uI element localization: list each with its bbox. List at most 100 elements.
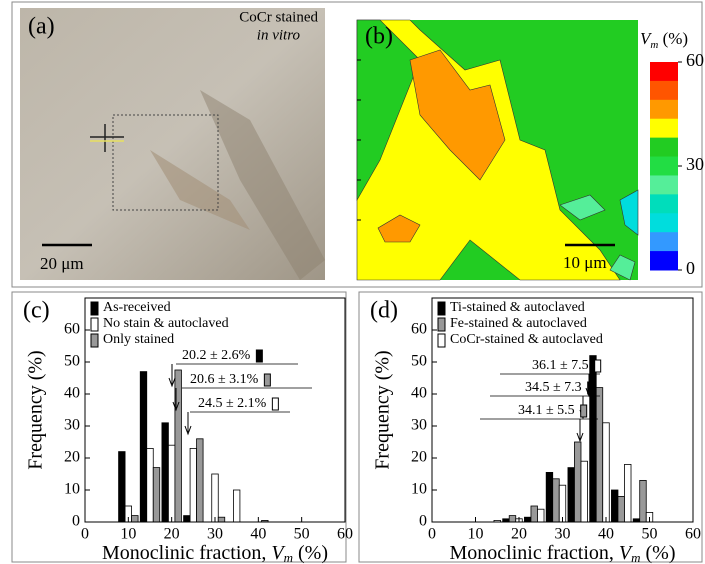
- bar: [574, 441, 582, 523]
- x-axis-label: Monoclinic fraction, Vm (%): [102, 542, 328, 564]
- chart-frame: [358, 291, 703, 563]
- bar: [595, 387, 604, 523]
- bar: [589, 355, 597, 523]
- x-tick-label: 40: [598, 526, 614, 543]
- colorbar-tick-label: 0: [686, 258, 695, 278]
- annotation: 24.5 ± 2.1%: [198, 396, 267, 411]
- bar: [217, 516, 226, 523]
- bar: [524, 516, 532, 523]
- x-tick-label: 40: [250, 526, 266, 543]
- legend-swatch: [437, 333, 446, 348]
- colorbar-band: [650, 194, 678, 214]
- x-tick-label: 0: [81, 526, 89, 543]
- legend-swatch: [437, 317, 446, 332]
- y-tick-label: 50: [411, 353, 427, 370]
- colorbar-band: [650, 156, 678, 176]
- bar: [580, 460, 588, 523]
- bar: [624, 463, 632, 523]
- x-tick-label: 60: [685, 526, 701, 543]
- x-tick-label: 20: [511, 526, 527, 543]
- y-tick-label: 20: [411, 449, 427, 466]
- caption: in vitro: [257, 27, 301, 43]
- bar: [139, 371, 148, 523]
- arrow-head: [576, 432, 584, 443]
- bar: [537, 508, 545, 523]
- bar: [508, 515, 517, 523]
- colorbar-band: [650, 137, 678, 158]
- x-axis-label-part: m: [284, 550, 293, 564]
- colorbar-band: [650, 62, 678, 82]
- x-tick-label: 50: [294, 526, 310, 543]
- y-tick-label: 60: [411, 321, 427, 338]
- x-tick-label: 60: [337, 526, 353, 543]
- contour: [377, 214, 421, 243]
- crosshair: [90, 124, 124, 152]
- legend-swatch: [90, 301, 99, 316]
- x-tick-label: 30: [555, 526, 571, 543]
- bar: [152, 467, 161, 523]
- x-axis-label-part: (%): [293, 542, 328, 564]
- roi-box: [112, 114, 219, 211]
- bar: [146, 447, 154, 523]
- panel-label: (b): [365, 24, 393, 50]
- contour: [619, 189, 639, 236]
- contour: [356, 19, 421, 202]
- annotation: 20.2 ± 2.6%: [182, 348, 251, 363]
- colorbar-tick-label: 60: [686, 50, 704, 70]
- colorbar-band: [650, 213, 678, 233]
- y-axis-label: Frequency (%): [25, 350, 47, 469]
- y-tick-label: 30: [411, 417, 427, 434]
- arrow-head: [172, 401, 180, 412]
- chart-frame: [11, 291, 347, 563]
- colorbar-label-part: (%): [658, 29, 688, 48]
- annotation: 34.5 ± 7.3: [525, 380, 582, 395]
- y-tick-label: 50: [64, 353, 80, 370]
- x-axis-label-part: (%): [641, 542, 676, 564]
- annotation: 20.6 ± 3.1%: [190, 372, 259, 387]
- bar: [530, 505, 538, 523]
- legend-label: Fe-stained & autoclaved: [450, 316, 587, 331]
- y-tick-label: 60: [64, 321, 80, 338]
- bar: [131, 515, 139, 523]
- arrow-head: [184, 425, 192, 436]
- bar: [168, 444, 176, 523]
- y-tick-label: 20: [64, 449, 80, 466]
- wear-track: [200, 90, 325, 280]
- contour: [609, 254, 636, 281]
- colorbar-label-part: V: [640, 29, 653, 48]
- annotation: 34.1 ± 5.5: [518, 403, 575, 418]
- bar: [118, 451, 126, 523]
- legend-swatch: [437, 301, 446, 316]
- y-tick-label: 0: [72, 513, 80, 530]
- x-tick-label: 30: [207, 526, 223, 543]
- bar: [545, 471, 554, 523]
- colorbar: 0 30 60: [650, 50, 704, 278]
- y-tick-label: 10: [411, 481, 427, 498]
- x-axis-label-part: Monoclinic fraction,: [102, 542, 271, 564]
- colorbar-band: [650, 175, 678, 195]
- arrow-head: [168, 377, 176, 388]
- y-axis-label: Frequency (%): [372, 350, 394, 469]
- bar: [639, 479, 647, 523]
- annotation-swatch: [580, 404, 588, 418]
- bar: [183, 515, 191, 523]
- legend-label: CoCr-stained & autoclaved: [450, 332, 603, 347]
- scale-label: 10 μm: [563, 253, 607, 272]
- bar: [196, 438, 204, 523]
- bar: [233, 489, 241, 523]
- legend-swatch: [90, 333, 99, 348]
- bar: [617, 495, 625, 523]
- caption: CoCr stained: [239, 9, 318, 25]
- annotation-swatch: [271, 397, 279, 411]
- contour: [559, 194, 606, 221]
- legend-swatch: [90, 317, 99, 332]
- bar: [189, 447, 197, 523]
- contour: [409, 49, 506, 181]
- colorbar-band: [650, 232, 678, 252]
- colorbar-tick-label: 30: [686, 154, 704, 174]
- x-tick-label: 0: [428, 526, 436, 543]
- x-axis-label-part: V: [619, 542, 634, 564]
- x-axis-label-part: V: [271, 542, 286, 564]
- bar: [567, 467, 575, 523]
- panel-label: (d): [370, 298, 398, 324]
